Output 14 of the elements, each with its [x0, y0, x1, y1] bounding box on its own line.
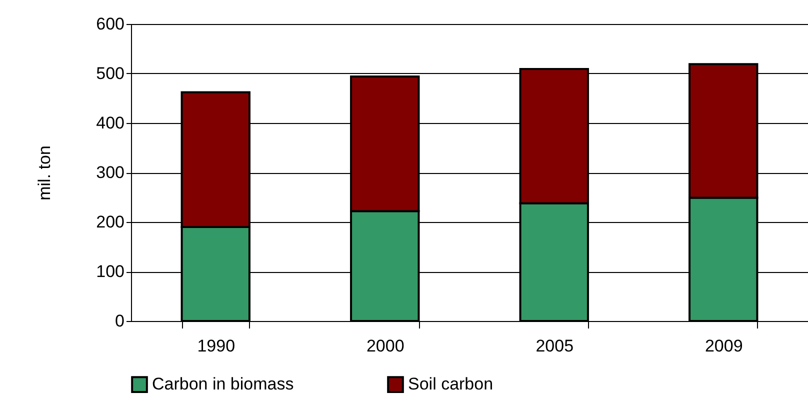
y-tick-label: 0 [115, 312, 124, 330]
y-tick-label: 300 [96, 163, 124, 182]
y-tick-label: 400 [96, 114, 124, 132]
x-tick-label: 2009 [704, 336, 743, 356]
y-tick-label: 100 [96, 262, 124, 281]
y-tick-label: 600 [96, 14, 124, 34]
x-tick-label: 2000 [366, 336, 404, 356]
x-tick-label: 2005 [536, 336, 574, 356]
legend-label: Soil carbon [408, 374, 494, 394]
legend-label: Carbon in biomass [152, 374, 294, 394]
x-tick-label: 1990 [197, 336, 236, 356]
y-tick-label: 200 [96, 212, 124, 232]
y-axis-title: mil. ton [35, 146, 54, 200]
y-tick-label: 500 [96, 64, 124, 83]
